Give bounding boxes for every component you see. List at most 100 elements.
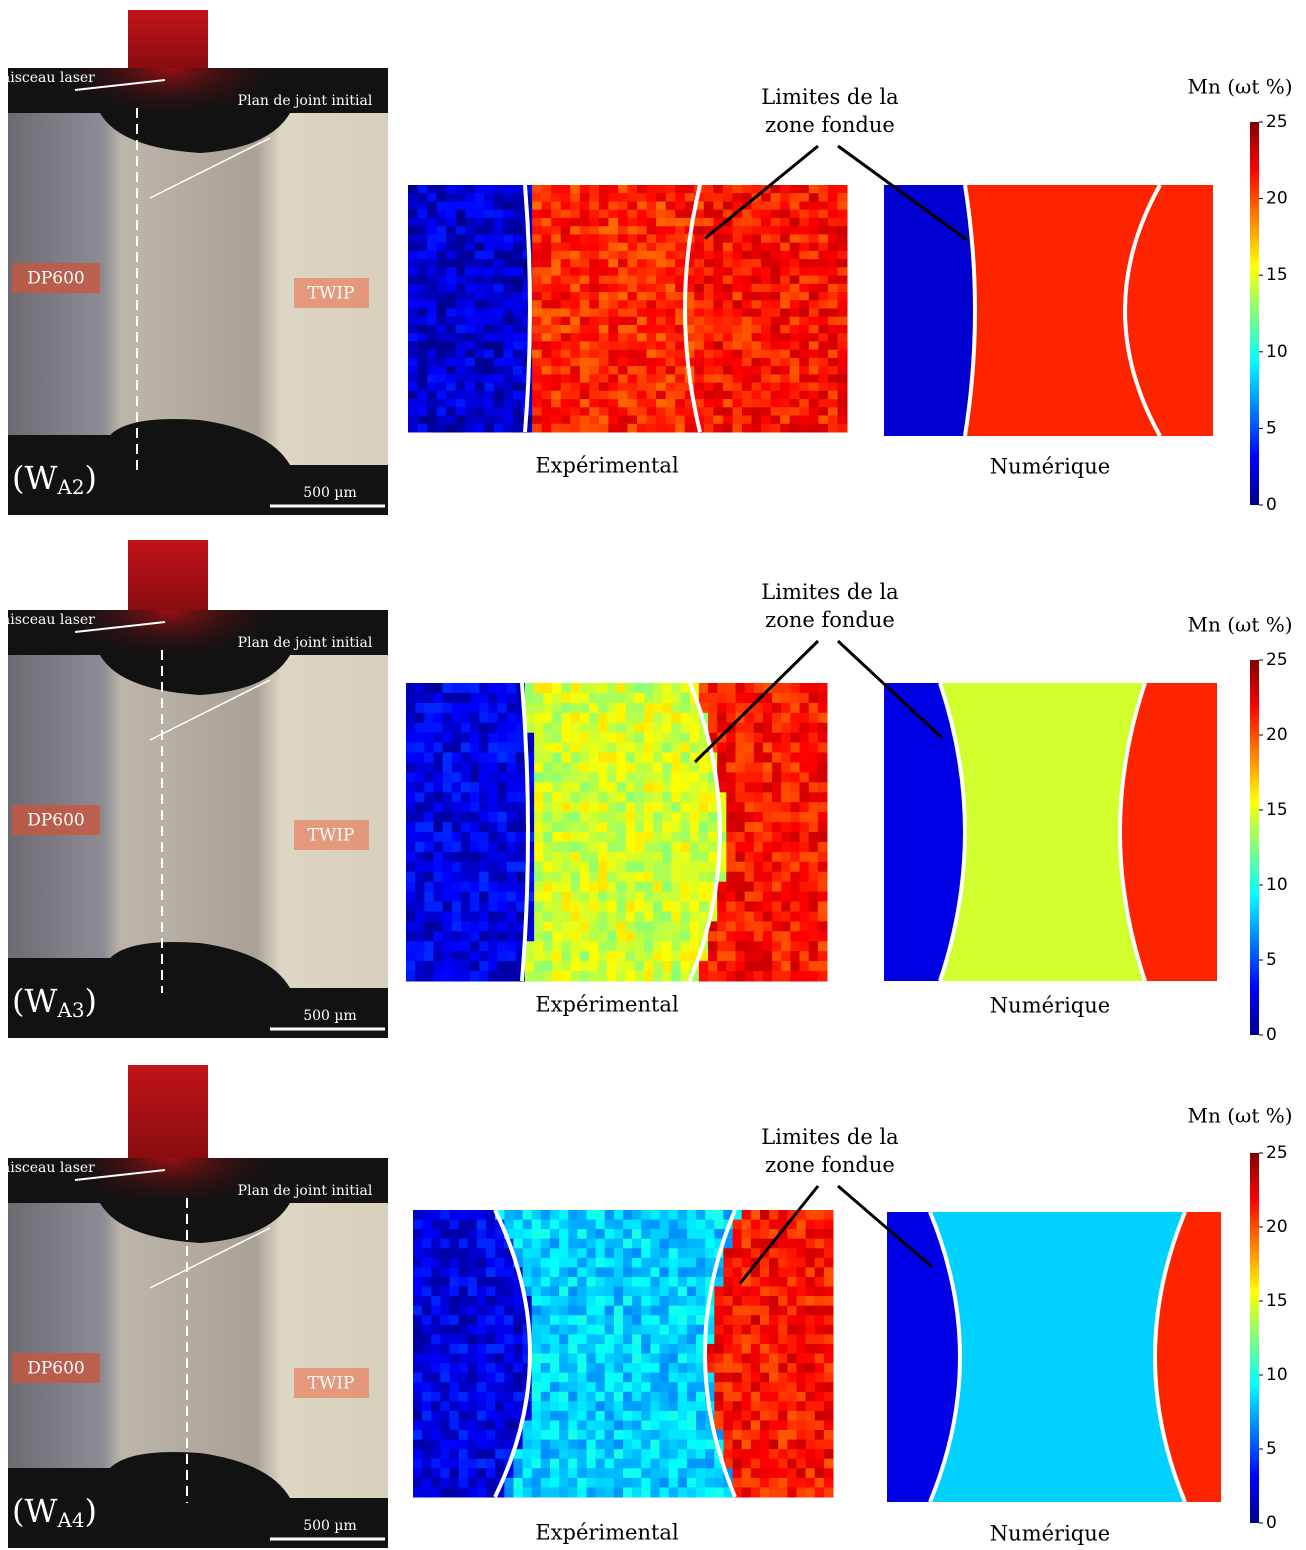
map-pixel	[686, 1315, 697, 1326]
map-pixel	[595, 1219, 606, 1230]
map-pixel	[653, 951, 663, 962]
map-pixel	[476, 1363, 487, 1374]
map-pixel	[799, 399, 810, 408]
map-pixel	[570, 357, 581, 367]
map-pixel	[656, 390, 667, 400]
map-pixel	[770, 283, 781, 293]
map-pixel	[790, 722, 801, 734]
map-pixel	[467, 1430, 478, 1441]
map-pixel	[493, 300, 504, 309]
map-pixel	[770, 217, 781, 227]
map-pixel	[708, 742, 718, 753]
map-pixel	[415, 871, 425, 883]
map-pixel	[808, 357, 819, 367]
map-pixel	[598, 742, 608, 753]
map-pixel	[726, 802, 736, 813]
map-pixel	[799, 283, 810, 293]
map-pixel	[431, 1229, 441, 1240]
map-pixel	[799, 782, 810, 793]
map-pixel	[814, 1458, 825, 1469]
map-pixel	[504, 1449, 514, 1460]
map-pixel	[623, 1238, 633, 1249]
map-pixel	[608, 275, 619, 285]
map-pixel	[552, 861, 563, 873]
map-pixel	[616, 951, 627, 962]
map-pixel	[525, 792, 535, 803]
map-pixel	[675, 209, 686, 219]
map-pixel	[417, 283, 428, 293]
map-pixel	[422, 1372, 432, 1383]
map-pixel	[497, 692, 508, 704]
map-pixel	[522, 1363, 533, 1374]
map-pixel	[694, 349, 705, 359]
weld-label-part: A4	[56, 1508, 84, 1532]
map-pixel	[741, 1410, 752, 1421]
map-pixel	[818, 308, 829, 318]
map-pixel	[616, 841, 627, 853]
map-pixel	[586, 1315, 597, 1326]
map-pixel	[598, 812, 608, 823]
map-pixel	[424, 851, 434, 863]
map-pixel	[598, 292, 609, 301]
map-pixel	[769, 1391, 779, 1402]
map-pixel	[726, 921, 736, 932]
map-pixel	[732, 1458, 743, 1469]
map-pixel	[525, 802, 535, 813]
map-pixel	[422, 1229, 432, 1240]
map-pixel	[694, 201, 705, 211]
map-pixel	[799, 250, 810, 260]
map-pixel	[616, 851, 627, 863]
map-pixel	[486, 1248, 496, 1259]
map-pixel	[417, 316, 428, 326]
map-pixel	[551, 234, 562, 244]
map-pixel	[408, 217, 418, 227]
map-pixel	[769, 1449, 779, 1460]
map-pixel	[641, 1477, 651, 1488]
map-pixel	[713, 292, 724, 301]
map-pixel	[726, 901, 736, 912]
map-pixel	[406, 752, 416, 763]
map-pixel	[814, 1372, 825, 1383]
map-pixel	[680, 752, 691, 763]
map-pixel	[780, 399, 791, 408]
map-pixel	[772, 961, 782, 972]
map-pixel	[790, 752, 801, 763]
map-pixel	[579, 267, 590, 276]
map-pixel	[653, 722, 663, 734]
map-pixel	[577, 1324, 587, 1335]
map-pixel	[604, 1257, 615, 1268]
map-pixel	[458, 1286, 469, 1297]
map-pixel	[503, 234, 514, 244]
map-pixel	[552, 871, 563, 883]
map-pixel	[799, 209, 810, 219]
map-pixel	[750, 1382, 761, 1393]
map-pixel	[598, 308, 609, 318]
map-pixel	[497, 702, 508, 714]
map-pixel	[781, 792, 791, 803]
map-pixel	[637, 185, 647, 194]
map-pixel	[732, 226, 743, 235]
map-pixel	[751, 390, 762, 400]
map-pixel	[623, 1219, 633, 1230]
map-pixel	[713, 283, 724, 293]
map-pixel	[723, 1363, 733, 1374]
map-pixel	[787, 1229, 797, 1240]
map-pixel	[525, 851, 535, 863]
map-pixel	[568, 1277, 578, 1288]
map-pixel	[723, 1401, 733, 1412]
map-pixel	[559, 1248, 569, 1259]
map-pixel	[780, 374, 791, 384]
map-pixel	[598, 832, 608, 843]
map-pixel	[515, 762, 526, 773]
map-pixel	[787, 1430, 797, 1441]
map-pixel	[484, 193, 495, 202]
map-pixel	[696, 1430, 706, 1441]
map-pixel	[559, 1305, 569, 1316]
map-pixel	[497, 871, 508, 883]
map-pixel	[742, 390, 752, 400]
map-pixel	[808, 861, 819, 873]
map-pixel	[543, 971, 553, 982]
map-pixel	[476, 1430, 487, 1441]
map-pixel	[515, 722, 526, 734]
map-pixel	[607, 871, 617, 883]
